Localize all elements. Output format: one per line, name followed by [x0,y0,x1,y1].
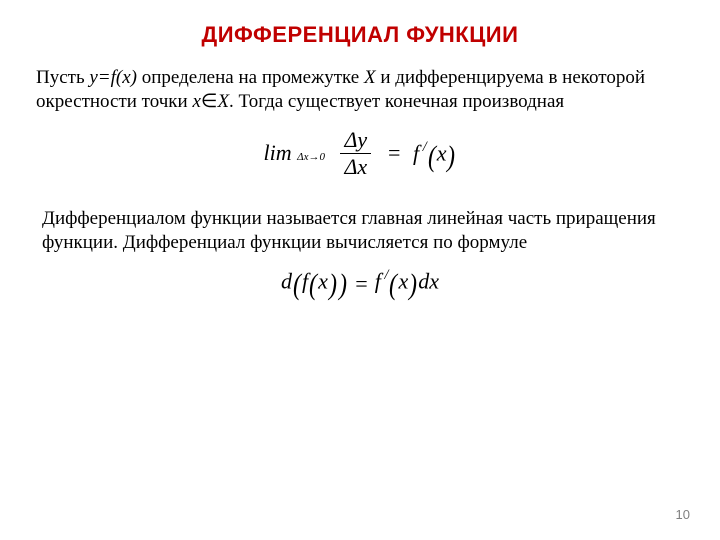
eq-sign-1: = [387,140,402,166]
lim-sub-zero: 0 [319,151,325,163]
rhs-x: x [437,140,447,165]
lim-block: lim Δx→0 [264,140,325,166]
formula-1: lim Δx→0 Δy Δx = f /(x) [264,128,457,179]
p1-t3: определена на промежутке [137,67,364,88]
formula-2: d(f(x))=f /(x)dx [281,268,439,296]
p1-in: ∈ [201,91,218,112]
page-number: 10 [676,507,690,522]
slide: ДИФФЕРЕНЦИАЛ ФУНКЦИИ Пусть y=f(x) опреде… [0,0,720,540]
p1-X1: X [364,67,376,88]
rhs-1: f /(x) [413,140,456,166]
lim-sub-arrow: → [308,151,319,163]
p1-fx: y=f(x) [89,67,137,88]
p1-x: x [192,91,200,112]
paragraph-2: Дифференциалом функции называется главна… [42,207,684,255]
frac-num: Δy [340,128,371,154]
formula-1-wrap: lim Δx→0 Δy Δx = f /(x) [36,128,684,179]
fraction: Δy Δx [340,128,371,179]
f2-f2: f [375,269,381,294]
lim-sub-dx: Δx [297,151,308,163]
lim-sub: Δx→0 [297,151,325,163]
f2-x2: x [398,269,408,294]
frac-den: Δx [340,154,371,179]
rhs-prime: / [419,139,427,155]
f2-prime: / [381,267,389,283]
eq-sign-2: = [354,271,369,297]
slide-title: ДИФФЕРЕНЦИАЛ ФУНКЦИИ [36,22,684,48]
f2-dx: dx [418,269,439,294]
p1-X2: X [217,91,229,112]
formula-2-wrap: d(f(x))=f /(x)dx [36,268,684,296]
p1-t9: . Тогда существует конечная производная [229,91,564,112]
p1-t1: Пусть [36,67,89,88]
lim-word: lim [264,140,292,165]
f2-d: d [281,269,292,294]
f2-x1: x [318,269,328,294]
paragraph-1: Пусть y=f(x) определена на промежутке X … [36,66,684,114]
f2-f: f [302,269,308,294]
